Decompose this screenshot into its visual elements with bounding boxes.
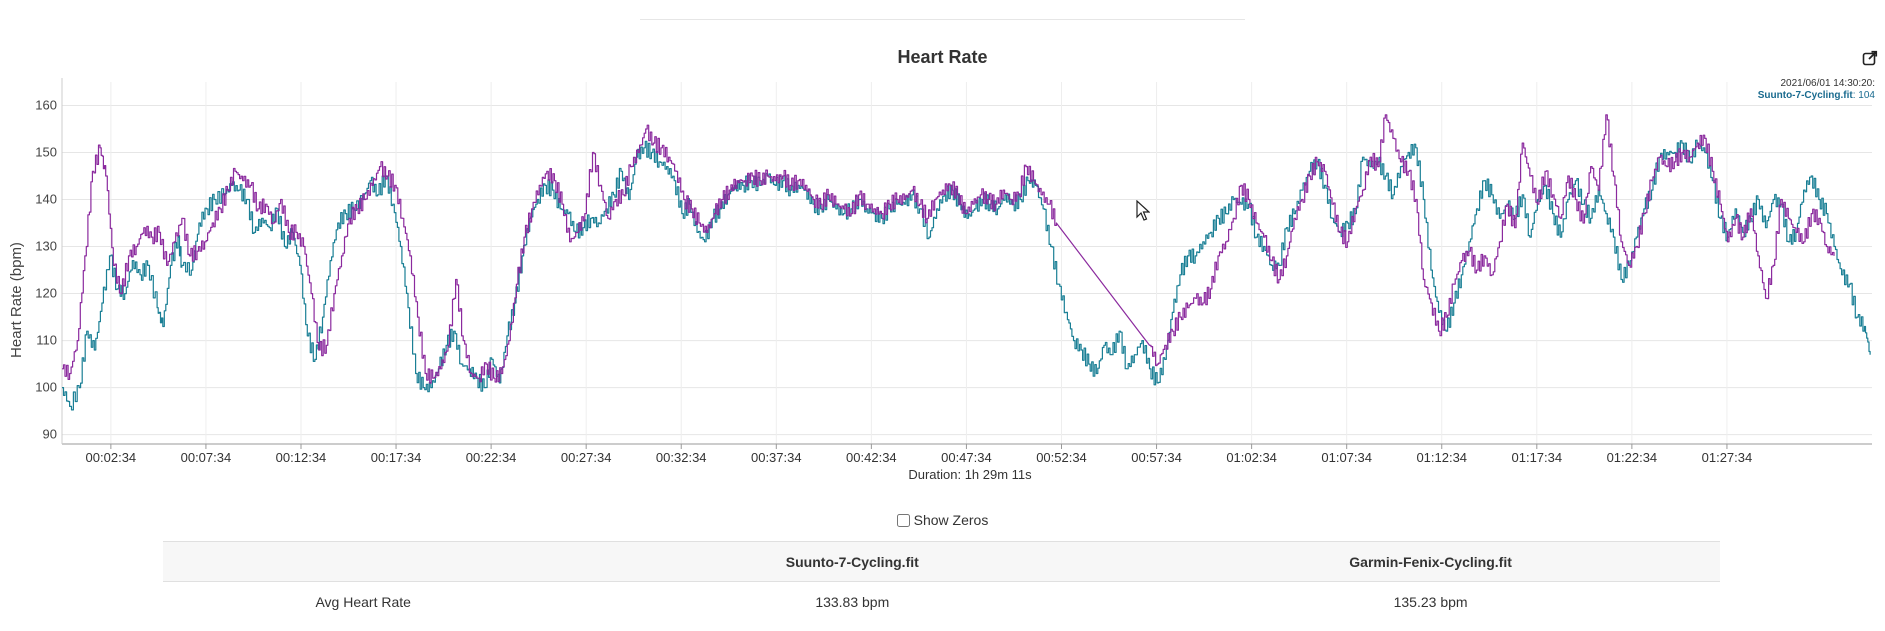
y-axis-title: Heart Rate (bpm) <box>8 242 25 358</box>
y-tick-label: 120 <box>35 286 57 301</box>
x-tick-label: 01:22:34 <box>1607 450 1658 465</box>
show-zeros-checkbox[interactable] <box>896 514 910 527</box>
x-tick-label: 00:12:34 <box>276 450 327 465</box>
y-tick-label: 150 <box>35 145 57 160</box>
x-tick-label: 00:22:34 <box>466 450 517 465</box>
series-lines <box>62 114 1871 411</box>
grid-lines <box>62 82 1872 444</box>
stats-table: Suunto-7-Cycling.fit Garmin-Fenix-Cyclin… <box>163 541 1720 621</box>
y-tick-label: 100 <box>35 380 57 395</box>
row-value-suunto: 133.83 bpm <box>815 593 890 610</box>
show-zeros-control: Show Zeros <box>0 512 1885 528</box>
x-tick-label: 01:17:34 <box>1512 450 1563 465</box>
mouse-pointer-icon <box>1136 200 1150 221</box>
table-header-suunto: Suunto-7-Cycling.fit <box>563 541 1142 582</box>
row-label: Avg Heart Rate <box>315 593 411 610</box>
external-link-icon[interactable] <box>1862 50 1878 66</box>
x-tick-label: 01:07:34 <box>1321 450 1372 465</box>
table-row: Avg Heart Rate 133.83 bpm 135.23 bpm <box>163 582 1720 622</box>
x-tick-label: 00:27:34 <box>561 450 612 465</box>
table-header-garmin: Garmin-Fenix-Cycling.fit <box>1141 541 1720 582</box>
table-header-row: Suunto-7-Cycling.fit Garmin-Fenix-Cyclin… <box>163 541 1720 582</box>
y-tick-label: 90 <box>43 427 57 442</box>
row-value-garmin: 135.23 bpm <box>1393 593 1468 610</box>
y-tick-label: 160 <box>35 98 57 113</box>
x-axis-title: Duration: 1h 29m 11s <box>908 467 1032 482</box>
y-tick-label: 110 <box>36 333 57 348</box>
x-tick-label: 00:07:34 <box>181 450 232 465</box>
x-tick-label: 00:57:34 <box>1131 450 1182 465</box>
x-tick-label: 00:52:34 <box>1036 450 1087 465</box>
top-divider <box>640 19 1245 20</box>
heart-rate-chart[interactable]: 90 100 110 120 130 140 150 160 00:02:34 00:07:34 0… <box>0 70 1885 465</box>
x-tick-label: 01:12:34 <box>1416 450 1467 465</box>
x-tick-label: 01:02:34 <box>1226 450 1277 465</box>
x-tick-label: 00:42:34 <box>846 450 897 465</box>
show-zeros-label[interactable]: Show Zeros <box>913 512 989 528</box>
x-tick-label: 00:47:34 <box>941 450 992 465</box>
tooltip-series-name: Suunto-7-Cycling.fit <box>1757 90 1853 101</box>
x-tick-label: 00:02:34 <box>86 450 137 465</box>
axes: 90 100 110 120 130 140 150 160 00:02:34 00:07:34 0… <box>35 78 1872 465</box>
table-header-empty <box>163 541 564 582</box>
y-tick-label: 140 <box>35 192 57 207</box>
tooltip-time: 2021/06/01 14:30:20: <box>1780 78 1875 89</box>
chart-title: Heart Rate <box>897 47 988 67</box>
x-tick-label: 01:27:34 <box>1702 450 1753 465</box>
x-tick-label: 00:17:34 <box>371 450 422 465</box>
x-tick-label: 00:32:34 <box>656 450 707 465</box>
y-tick-label: 130 <box>35 239 57 254</box>
x-tick-label: 00:37:34 <box>751 450 802 465</box>
tooltip-series: Suunto-7-Cycling.fit: 104 <box>1758 90 1875 101</box>
tooltip-series-value: : 104 <box>1852 90 1875 101</box>
series-line-garmin[interactable] <box>62 114 1835 384</box>
